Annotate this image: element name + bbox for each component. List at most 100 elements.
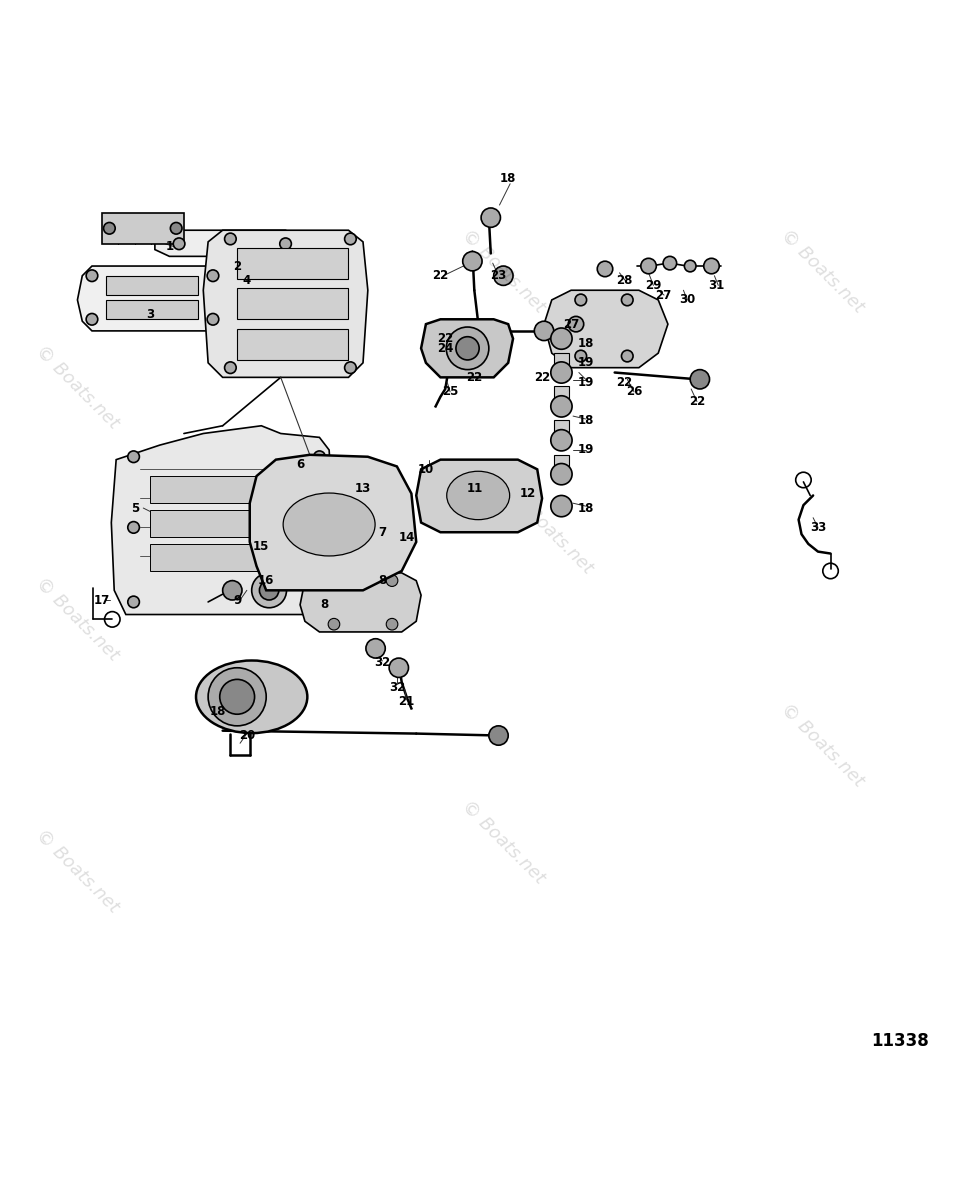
Circle shape <box>597 262 613 277</box>
Circle shape <box>207 313 219 325</box>
Circle shape <box>641 258 656 274</box>
Bar <box>554 420 569 437</box>
Circle shape <box>456 337 479 360</box>
Text: 19: 19 <box>578 356 593 370</box>
Circle shape <box>314 451 325 462</box>
Text: 7: 7 <box>378 526 386 539</box>
Circle shape <box>551 362 572 383</box>
Polygon shape <box>416 460 542 533</box>
Text: 30: 30 <box>680 294 695 306</box>
Circle shape <box>386 618 398 630</box>
Circle shape <box>328 575 340 587</box>
Circle shape <box>328 618 340 630</box>
Circle shape <box>366 638 385 658</box>
Bar <box>237 329 348 360</box>
Circle shape <box>386 575 398 587</box>
Text: 23: 23 <box>491 269 506 282</box>
Text: 27: 27 <box>655 288 671 301</box>
Bar <box>554 386 569 403</box>
Text: 1: 1 <box>166 240 173 253</box>
Circle shape <box>252 572 287 607</box>
Text: 31: 31 <box>709 278 724 292</box>
Text: 19: 19 <box>578 444 593 456</box>
Text: 9: 9 <box>233 594 241 606</box>
Circle shape <box>575 350 587 362</box>
Text: © Boats.net: © Boats.net <box>32 826 123 917</box>
Polygon shape <box>300 572 421 632</box>
Circle shape <box>86 313 98 325</box>
Bar <box>150 476 290 503</box>
Text: 8: 8 <box>320 599 328 611</box>
Text: © Boats.net: © Boats.net <box>777 226 868 316</box>
Bar <box>554 455 569 473</box>
Circle shape <box>663 257 677 270</box>
Circle shape <box>684 260 696 272</box>
Circle shape <box>621 294 633 306</box>
Polygon shape <box>155 230 300 257</box>
Circle shape <box>225 362 236 373</box>
Circle shape <box>208 667 266 726</box>
Text: 27: 27 <box>563 318 579 331</box>
Text: © Boats.net: © Boats.net <box>32 574 123 665</box>
Text: © Boats.net: © Boats.net <box>458 797 549 887</box>
Text: 22: 22 <box>438 332 453 346</box>
Circle shape <box>568 317 584 332</box>
Circle shape <box>345 362 356 373</box>
Circle shape <box>104 222 115 234</box>
Text: 5: 5 <box>132 502 139 515</box>
Circle shape <box>446 328 489 370</box>
Circle shape <box>314 596 325 607</box>
Text: 22: 22 <box>689 395 705 408</box>
Text: © Boats.net: © Boats.net <box>458 226 549 316</box>
Text: 33: 33 <box>810 521 826 534</box>
Text: 29: 29 <box>646 278 661 292</box>
Circle shape <box>128 522 139 533</box>
Text: 13: 13 <box>355 482 371 496</box>
Text: 26: 26 <box>626 385 642 398</box>
Circle shape <box>345 233 356 245</box>
Text: 15: 15 <box>254 540 269 553</box>
Text: 22: 22 <box>433 269 448 282</box>
Polygon shape <box>544 290 668 367</box>
Ellipse shape <box>196 660 308 733</box>
Circle shape <box>551 463 572 485</box>
Ellipse shape <box>283 493 376 556</box>
Circle shape <box>690 370 710 389</box>
Circle shape <box>481 208 500 227</box>
Text: 18: 18 <box>578 502 593 515</box>
Circle shape <box>494 266 513 286</box>
Circle shape <box>259 581 279 600</box>
Circle shape <box>314 522 325 533</box>
Circle shape <box>223 581 242 600</box>
Text: 8: 8 <box>378 574 386 587</box>
Text: 2: 2 <box>233 259 241 272</box>
Text: 3: 3 <box>146 308 154 320</box>
Bar <box>150 510 290 538</box>
Circle shape <box>220 679 255 714</box>
Circle shape <box>551 396 572 418</box>
Polygon shape <box>77 266 232 331</box>
Text: 25: 25 <box>442 385 458 398</box>
Text: 20: 20 <box>239 730 255 742</box>
Bar <box>150 544 290 571</box>
Text: 12: 12 <box>520 487 535 500</box>
Text: 11: 11 <box>467 482 482 496</box>
Circle shape <box>551 328 572 349</box>
Polygon shape <box>421 319 513 377</box>
Circle shape <box>551 496 572 517</box>
Text: 18: 18 <box>210 704 226 718</box>
Circle shape <box>621 350 633 362</box>
Text: 18: 18 <box>578 414 593 427</box>
Text: 6: 6 <box>296 458 304 470</box>
Text: © Boats.net: © Boats.net <box>506 487 597 577</box>
Polygon shape <box>106 276 198 295</box>
Circle shape <box>272 467 286 481</box>
Circle shape <box>534 322 554 341</box>
Text: 22: 22 <box>467 371 482 384</box>
Text: 21: 21 <box>399 695 414 708</box>
Text: © Boats.net: © Boats.net <box>32 342 123 432</box>
Circle shape <box>467 324 486 343</box>
Polygon shape <box>106 300 198 319</box>
Bar <box>237 288 348 319</box>
Circle shape <box>704 258 719 274</box>
